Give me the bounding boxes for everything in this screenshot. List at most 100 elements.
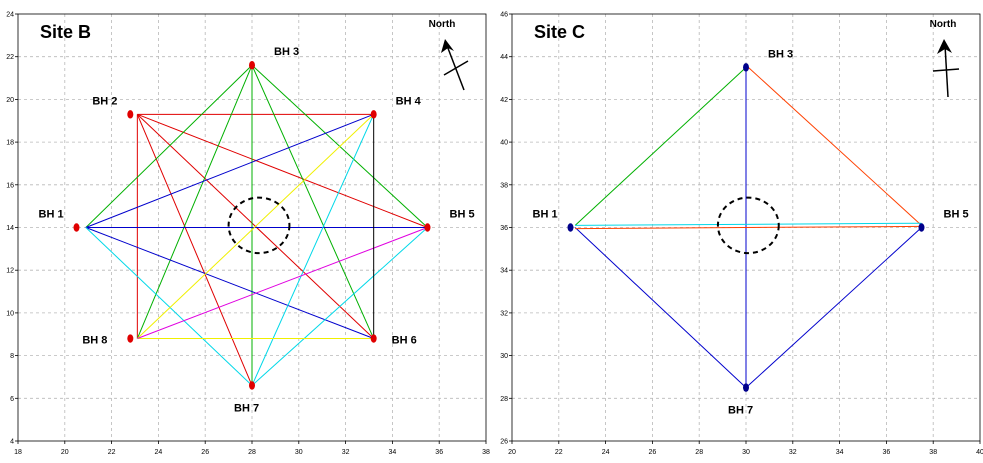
borehole-label-bh-3: BH 3 [768,48,793,60]
connection-line [575,222,922,226]
borehole-label-bh-6: BH 6 [392,335,417,347]
center-dashed-circle [227,196,291,255]
y-tick-label: 22 [6,54,14,61]
connection-line [85,113,374,228]
x-tick-label: 28 [695,449,703,456]
x-tick-label: 32 [789,449,797,456]
borehole-label-bh-3: BH 3 [274,46,299,58]
connection-line [85,227,253,386]
connection-line [85,227,374,339]
x-tick-label: 38 [482,449,490,456]
borehole-label-bh-5: BH 5 [450,209,475,221]
y-tick-label: 14 [6,225,14,232]
north-arrow-head [937,39,952,54]
x-tick-label: 30 [295,449,303,456]
y-tick-label: 30 [500,353,508,360]
borehole-marker-bh-7 [743,383,749,392]
y-tick-label: 12 [6,268,14,275]
y-tick-label: 38 [500,182,508,189]
y-tick-label: 16 [6,182,14,189]
x-tick-label: 22 [108,449,116,456]
connection-line [136,113,375,339]
x-tick-label: 26 [201,449,209,456]
connection-line [745,64,922,226]
connection-line [251,114,375,386]
y-tick-label: 8 [10,353,14,360]
borehole-marker-bh-3 [249,61,255,70]
site-title: Site C [534,22,585,42]
y-tick-label: 18 [6,140,14,147]
x-tick-label: 34 [836,449,844,456]
north-label: North [930,19,957,30]
borehole-label-bh-8: BH 8 [82,335,107,347]
y-tick-label: 46 [500,12,508,19]
connection-line [251,65,375,339]
borehole-marker-bh-5 [424,223,431,232]
borehole-marker-bh-7 [249,381,255,390]
north-arrow-crossbar [932,68,960,72]
borehole-marker-bh-3 [743,63,749,72]
y-tick-label: 36 [500,225,508,232]
borehole-label-bh-1: BH 1 [39,209,64,221]
borehole-label-bh-2: BH 2 [92,95,117,107]
panel-site-b: 18 20 22 24 26 28 30 32 34 36 38 4 6 8 10 12 14 16 18 20 22 2… [6,12,490,457]
x-tick-label: 36 [435,449,443,456]
x-tick-label: 36 [883,449,891,456]
panel-site-c: 20 22 24 26 28 30 32 34 36 38 40 26 28 30 32 34 36 38 40 42… [500,12,983,457]
y-tick-label: 6 [10,396,14,403]
borehole-marker-bh-6 [370,334,377,343]
x-tick-label: 30 [742,449,750,456]
x-tick-label: 20 [61,449,69,456]
connection-line [745,227,922,388]
connection-line [137,113,428,228]
connection-line [575,225,922,230]
borehole-marker-bh-5 [918,223,925,232]
x-tick-label: 22 [555,449,563,456]
x-tick-label: 18 [14,449,22,456]
y-tick-label: 42 [500,97,508,104]
y-tick-label: 4 [10,439,14,446]
y-tick-label: 24 [6,12,14,19]
x-tick-label: 38 [929,449,937,456]
borehole-marker-bh-1 [567,223,574,232]
north-label: North [429,19,456,30]
north-arrow-head [441,39,454,53]
x-tick-label: 24 [155,449,163,456]
y-tick-label: 26 [500,439,508,446]
connection-line [136,114,253,386]
north-arrow-icon [932,39,960,98]
borehole-label-bh-7: BH 7 [234,402,259,414]
north-arrow-crossbar [443,60,469,76]
x-tick-label: 24 [602,449,610,456]
borehole-label-bh-5: BH 5 [944,209,969,221]
connection-line [136,65,253,339]
x-tick-label: 26 [649,449,657,456]
connection-line [574,227,747,388]
borehole-marker-bh-2 [127,110,134,119]
y-tick-label: 20 [6,97,14,104]
connection-line [85,64,253,228]
y-tick-label: 44 [500,54,508,61]
x-tick-label: 34 [389,449,397,456]
connection-line [574,67,747,226]
x-tick-label: 32 [342,449,350,456]
center-dashed-circle [716,196,780,255]
y-tick-label: 34 [500,268,508,275]
borehole-marker-bh-4 [370,110,377,119]
borehole-marker-bh-1 [73,223,80,232]
x-tick-label: 28 [248,449,256,456]
y-tick-label: 10 [6,310,14,317]
y-tick-label: 40 [500,140,508,147]
borehole-label-bh-1: BH 1 [533,209,558,221]
north-arrow-shaft [445,42,465,91]
borehole-marker-bh-8 [127,334,134,343]
connection-line [137,227,428,339]
y-tick-label: 32 [500,310,508,317]
borehole-label-bh-7: BH 7 [728,405,753,417]
site-title: Site B [40,22,91,42]
north-arrow-shaft [944,44,949,98]
y-tick-label: 28 [500,396,508,403]
connection-line [251,227,428,386]
x-tick-label: 40 [976,449,983,456]
